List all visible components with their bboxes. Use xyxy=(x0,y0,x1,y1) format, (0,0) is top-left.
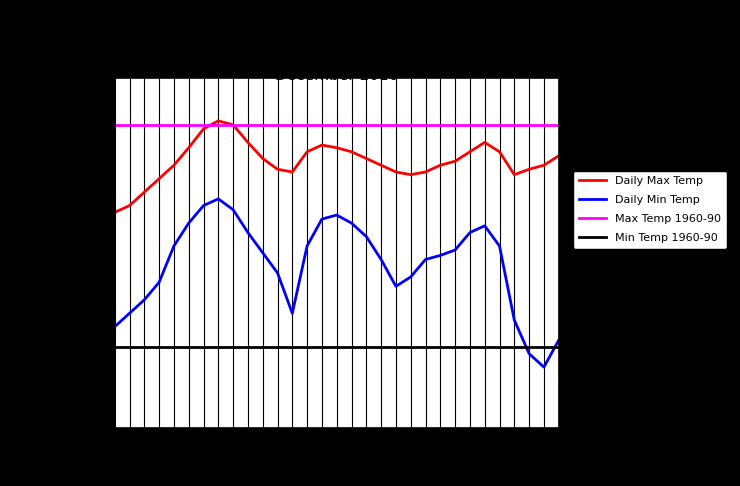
Daily Min Temp xyxy=(184,220,193,226)
Daily Max Temp xyxy=(525,166,534,172)
Line: Daily Max Temp: Daily Max Temp xyxy=(115,121,559,212)
Daily Max Temp xyxy=(347,149,356,155)
Daily Min Temp xyxy=(362,234,371,240)
Daily Min Temp xyxy=(495,243,504,249)
Daily Min Temp xyxy=(214,196,223,202)
Daily Min Temp xyxy=(406,274,415,280)
Daily Min Temp xyxy=(391,283,400,289)
Daily Min Temp xyxy=(155,279,164,285)
Daily Max Temp xyxy=(229,122,238,128)
Daily Max Temp xyxy=(510,172,519,177)
Daily Max Temp xyxy=(125,203,134,208)
Daily Min Temp xyxy=(169,243,178,249)
Daily Min Temp xyxy=(229,207,238,212)
Max Temp 1960-90 xyxy=(110,122,119,128)
Daily Max Temp xyxy=(539,162,548,168)
Min Temp 1960-90 xyxy=(110,344,119,350)
Daily Min Temp xyxy=(317,216,326,222)
Daily Max Temp xyxy=(140,189,149,195)
Daily Max Temp xyxy=(110,209,119,215)
Daily Min Temp xyxy=(110,324,119,330)
Daily Max Temp xyxy=(243,139,252,145)
Daily Max Temp xyxy=(391,169,400,175)
Daily Min Temp xyxy=(243,229,252,235)
Daily Max Temp xyxy=(184,145,193,151)
Daily Max Temp xyxy=(451,158,460,164)
Daily Min Temp xyxy=(421,257,430,262)
Text: December 2016: December 2016 xyxy=(275,68,398,83)
Daily Min Temp xyxy=(480,223,489,229)
Daily Max Temp xyxy=(258,156,267,161)
Daily Min Temp xyxy=(554,337,563,343)
Daily Max Temp xyxy=(406,172,415,177)
Daily Max Temp xyxy=(317,142,326,148)
Daily Min Temp xyxy=(510,317,519,323)
Daily Min Temp xyxy=(258,250,267,256)
Daily Min Temp xyxy=(347,220,356,226)
Min Temp 1960-90 xyxy=(95,344,104,350)
Daily Max Temp xyxy=(332,145,341,151)
Daily Max Temp xyxy=(480,139,489,145)
Daily Min Temp xyxy=(288,311,297,316)
Daily Max Temp xyxy=(303,149,312,155)
Daily Min Temp xyxy=(451,247,460,253)
Daily Min Temp xyxy=(140,297,149,303)
Daily Min Temp xyxy=(465,229,474,235)
Daily Min Temp xyxy=(539,364,548,370)
Daily Max Temp xyxy=(421,169,430,175)
Text: Payhembury Temperatures: Payhembury Temperatures xyxy=(234,48,440,63)
Line: Daily Min Temp: Daily Min Temp xyxy=(115,199,559,367)
Daily Min Temp xyxy=(125,311,134,316)
Daily Max Temp xyxy=(214,118,223,124)
Daily Min Temp xyxy=(199,203,208,208)
Daily Min Temp xyxy=(436,253,445,259)
Daily Max Temp xyxy=(199,126,208,132)
Daily Max Temp xyxy=(377,162,386,168)
Daily Min Temp xyxy=(273,270,282,276)
Daily Max Temp xyxy=(495,149,504,155)
Daily Min Temp xyxy=(525,351,534,357)
Daily Max Temp xyxy=(554,153,563,159)
Daily Max Temp xyxy=(169,162,178,168)
Daily Max Temp xyxy=(155,176,164,182)
Daily Max Temp xyxy=(273,166,282,172)
Max Temp 1960-90 xyxy=(95,122,104,128)
Legend: Daily Max Temp, Daily Min Temp, Max Temp 1960-90, Min Temp 1960-90: Daily Max Temp, Daily Min Temp, Max Temp… xyxy=(574,171,727,248)
Daily Min Temp xyxy=(377,257,386,262)
Daily Max Temp xyxy=(288,169,297,175)
Daily Max Temp xyxy=(362,156,371,161)
Daily Min Temp xyxy=(332,212,341,218)
Daily Max Temp xyxy=(436,162,445,168)
Daily Min Temp xyxy=(303,243,312,249)
Daily Max Temp xyxy=(465,149,474,155)
